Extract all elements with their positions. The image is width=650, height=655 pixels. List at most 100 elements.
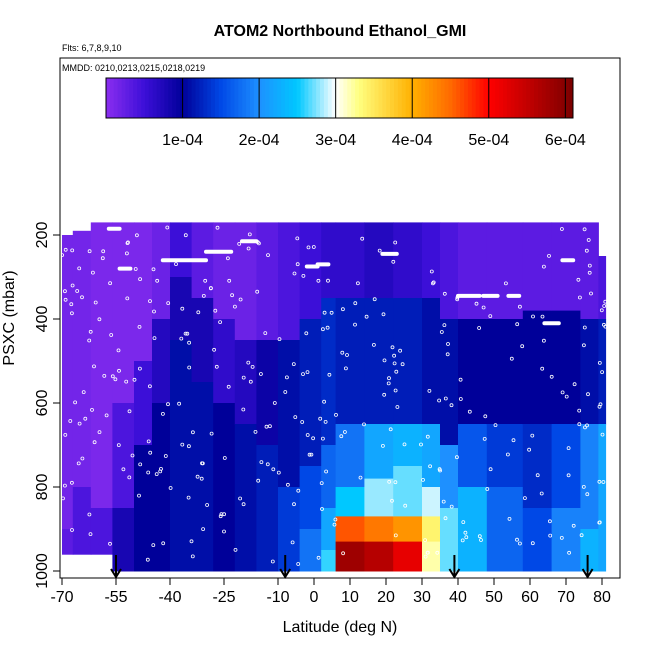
sample-point — [255, 289, 260, 294]
sample-point — [603, 299, 608, 304]
profile-arrow — [279, 555, 292, 579]
heatmap-cell — [522, 222, 553, 312]
sample-point — [485, 487, 490, 491]
colorbar-swatch — [121, 78, 126, 118]
sample-point — [393, 480, 398, 485]
heatmap-cell — [213, 403, 236, 572]
sample-point — [63, 289, 67, 294]
sample-point — [442, 323, 447, 328]
sample-point — [439, 330, 444, 334]
sample-point — [293, 415, 298, 420]
sample-point — [582, 325, 587, 330]
colorbar-swatch — [514, 78, 519, 118]
sample-point — [201, 293, 206, 298]
x-axis-label: Latitude (deg N) — [283, 619, 398, 636]
colorbar-swatch — [464, 78, 469, 118]
sample-point — [340, 307, 345, 312]
sample-point — [307, 452, 312, 457]
sample-point — [180, 306, 185, 311]
sample-point — [600, 370, 604, 375]
sample-point — [386, 381, 391, 386]
sample-point — [392, 353, 397, 358]
sample-point — [564, 394, 569, 399]
sample-point — [342, 430, 347, 434]
colorbar-swatch — [362, 78, 368, 118]
heatmap-cell — [278, 222, 301, 341]
heatmap-cell — [551, 310, 581, 425]
sample-point — [265, 462, 270, 467]
sample-point — [309, 452, 314, 457]
sample-point — [339, 434, 344, 439]
heatmap-cell — [458, 222, 488, 320]
sample-point — [147, 384, 152, 389]
heatmap-cell — [134, 361, 153, 446]
sample-point — [329, 310, 334, 315]
colorbar-swatch — [203, 78, 208, 118]
sample-point — [372, 297, 377, 302]
sample-point — [530, 541, 535, 546]
sample-point — [83, 416, 88, 421]
sample-point — [602, 322, 606, 327]
sample-point — [187, 365, 192, 370]
sample-point — [87, 338, 92, 343]
x-tick-label: 10 — [341, 589, 359, 606]
colorbar-swatch — [541, 78, 547, 118]
sample-point — [137, 366, 142, 371]
sample-point — [256, 241, 261, 246]
colorbar-swatch — [323, 78, 329, 118]
heatmap-cell — [152, 319, 171, 404]
colorbar-swatch — [483, 78, 488, 118]
heatmap-cell — [551, 424, 581, 509]
sample-point — [266, 253, 270, 258]
sample-point — [61, 496, 65, 501]
colorbar-swatch — [172, 78, 177, 118]
colorbar-swatch — [421, 78, 426, 118]
heatmap-cell — [213, 319, 236, 404]
x-tick-label: 0 — [310, 589, 319, 606]
sample-point — [148, 450, 153, 455]
sample-point — [345, 353, 349, 357]
sample-point — [423, 554, 428, 559]
heatmap-cell — [299, 319, 322, 467]
colorbar-swatch — [246, 78, 251, 118]
x-tick-label: 60 — [521, 589, 539, 606]
sample-point — [219, 512, 224, 517]
heatmap-cell — [72, 230, 92, 488]
colorbar-swatch — [168, 78, 173, 118]
colorbar-tick-label: 1e-04 — [162, 132, 203, 149]
heatmap-cell — [580, 424, 599, 530]
heatmap-cell — [364, 541, 394, 572]
sample-point — [316, 278, 321, 283]
sample-point — [579, 533, 584, 538]
sample-point — [587, 270, 592, 275]
sample-point — [482, 436, 487, 441]
heatmap-cell — [299, 222, 322, 320]
sample-point — [377, 248, 382, 253]
colorbar-swatch — [506, 78, 512, 118]
sample-point — [108, 281, 112, 286]
sample-point — [295, 236, 300, 241]
sample-point — [467, 409, 472, 414]
colorbar-swatch — [133, 78, 138, 118]
sample-point — [578, 295, 582, 300]
sample-point — [212, 347, 217, 352]
colorbar-swatch — [211, 78, 216, 118]
colorbar-swatch — [183, 78, 189, 118]
sample-point — [597, 520, 602, 525]
sample-point — [199, 476, 204, 481]
heatmap-cell — [321, 508, 337, 551]
sample-point — [186, 495, 191, 500]
sample-point — [598, 402, 603, 407]
sample-point — [421, 477, 425, 482]
sample-point — [93, 300, 98, 305]
sample-point — [284, 375, 289, 380]
sample-point — [539, 491, 544, 496]
sample-point — [402, 442, 407, 447]
y-axis-label: PSXC (mbar) — [1, 270, 18, 365]
sample-point — [511, 438, 516, 443]
sample-point — [547, 253, 551, 258]
colorbar-swatch — [440, 78, 445, 118]
sample-point — [425, 434, 430, 439]
sample-point — [208, 286, 213, 290]
colorbar-swatch — [176, 78, 181, 118]
